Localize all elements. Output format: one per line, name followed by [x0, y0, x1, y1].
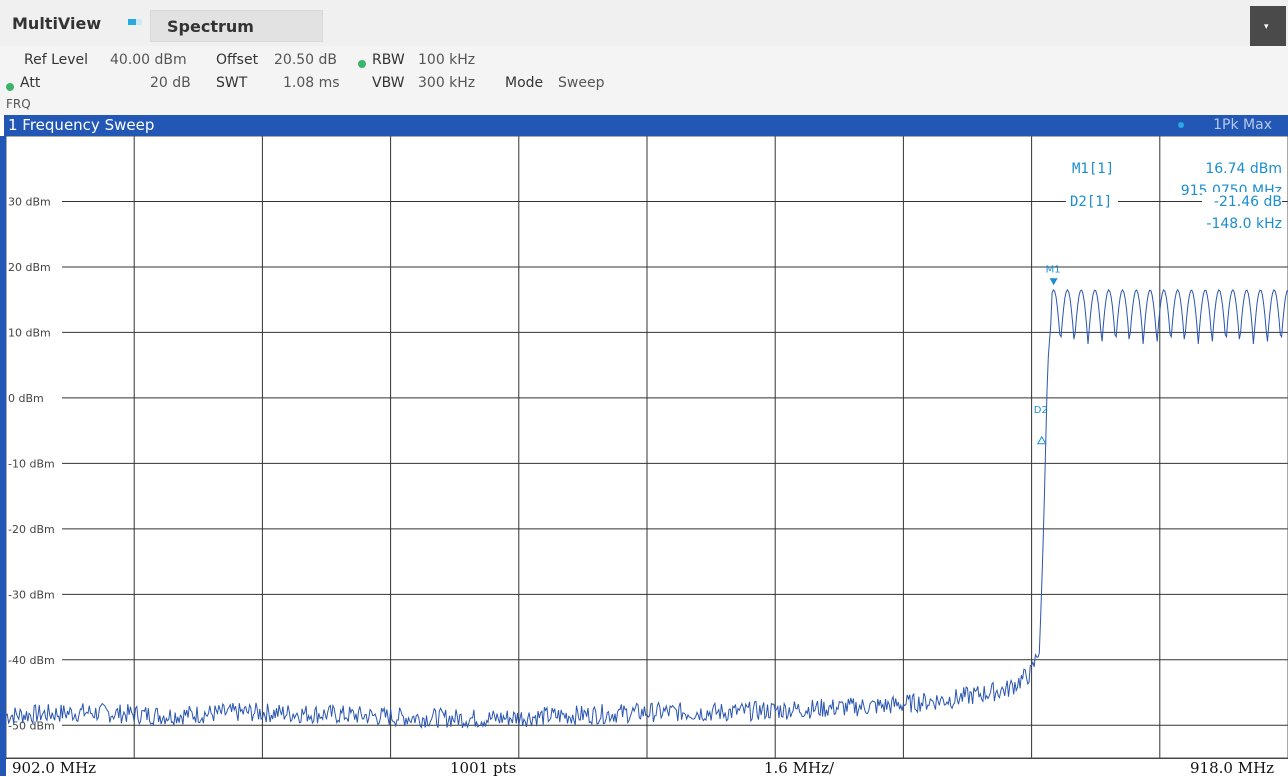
y-tick-label: -40 dBm: [8, 654, 55, 667]
y-tick-label-bg: [6, 389, 62, 404]
y-tick-label-bg: [6, 651, 62, 666]
mode-value: Sweep: [558, 75, 605, 91]
swt-key: SWT: [216, 75, 248, 91]
offset-value: 20.50 dB: [274, 52, 338, 68]
y-tick-label-bg: [6, 586, 62, 601]
rbw-status-dot: [358, 56, 366, 72]
rbw-value: 100 kHz: [418, 52, 476, 68]
frq-label: FRQ: [6, 97, 31, 111]
marker-d2-icon[interactable]: [1036, 435, 1047, 445]
y-tick-label: 30 dBm: [8, 195, 51, 208]
att-value: 20 dB: [150, 75, 191, 91]
start-frequency: 902.0 MHz: [12, 759, 97, 777]
d2-readout-level: -21.46 dB: [1214, 194, 1282, 210]
y-tick-label-bg: [6, 258, 62, 273]
y-axis-labels: 30 dBm 20 dBm 10 dBm 0 dBm -10 dBm -20 dBm -30…: [6, 193, 62, 732]
offset-key: Offset: [216, 52, 259, 68]
span-per-division: 1.6 MHz/: [764, 759, 835, 777]
ref-level-value: 40.00 dBm: [110, 52, 187, 68]
swt-value: 1.08 ms: [283, 75, 340, 91]
y-tick-label-bg: [6, 324, 62, 339]
trace-indicator-icon: [1178, 122, 1184, 128]
rbw-key: RBW: [372, 52, 405, 68]
multiview-label[interactable]: MultiView: [12, 14, 102, 33]
m1-readout-level: 16.74 dBm: [1205, 161, 1282, 177]
sweep-points: 1001 pts: [450, 759, 517, 777]
panel-left-edge: [0, 136, 6, 776]
att-status-dot: [6, 79, 14, 95]
panel-title: 1 Frequency Sweep: [8, 116, 155, 134]
y-tick-label: 0 dBm: [8, 392, 44, 405]
plot-grid: [6, 136, 1288, 758]
y-tick-label-bg: [6, 193, 62, 208]
d2-readout-name: D2[1]: [1070, 194, 1112, 210]
ref-level-key: Ref Level: [24, 52, 89, 68]
y-tick-label: -10 dBm: [8, 457, 55, 470]
marker-m1-icon[interactable]: [1049, 278, 1058, 286]
plot-footer: 902.0 MHz 1001 pts 1.6 MHz/ 918.0 MHz: [6, 758, 1288, 777]
y-tick-label: 10 dBm: [8, 326, 51, 339]
marker-layer: M1 D2: [1034, 264, 1061, 445]
tab-spectrum[interactable]: Spectrum: [150, 10, 323, 42]
marker-label-d2: D2: [1034, 405, 1048, 416]
d2-level-bg: [1202, 192, 1282, 210]
y-tick-label-bg: [6, 520, 62, 535]
y-tick-label: -30 dBm: [8, 588, 55, 601]
stop-frequency: 918.0 MHz: [1190, 759, 1275, 777]
trace-label: 1Pk Max: [1213, 117, 1272, 133]
mode-key: Mode: [505, 75, 544, 91]
panel-title-bar: 1 Frequency Sweep 1Pk Max: [4, 115, 1288, 136]
y-tick-label: 20 dBm: [8, 261, 51, 274]
y-tick-label-bg: [6, 717, 62, 732]
spectrum-plot[interactable]: 30 dBm 20 dBm 10 dBm 0 dBm -10 dBm -20 dBm -30…: [6, 136, 1288, 758]
att-key: Att: [20, 75, 41, 91]
vbw-key: VBW: [372, 75, 405, 91]
tab-spectrum-label: Spectrum: [167, 17, 254, 36]
d2-readout-bg: [1066, 192, 1118, 210]
y-tick-label-bg: [6, 455, 62, 470]
vbw-value: 300 kHz: [418, 75, 476, 91]
y-tick-label: -50 dBm: [8, 719, 55, 732]
d2-readout-freq: -148.0 kHz: [1206, 216, 1282, 232]
y-tick-label: -20 dBm: [8, 523, 55, 536]
chevron-down-icon: ▾: [1264, 22, 1269, 32]
settings-panel: Ref Level 40.00 dBm Offset 20.50 dB RBW …: [0, 46, 1288, 115]
multiview-icon: [128, 19, 142, 27]
m1-readout-name: M1[1]: [1072, 161, 1114, 177]
marker-label-m1: M1: [1046, 264, 1061, 275]
trace-line: [6, 288, 1288, 729]
top-bar: MultiView Spectrum ▾: [0, 0, 1288, 48]
dropdown-button[interactable]: ▾: [1250, 6, 1286, 48]
